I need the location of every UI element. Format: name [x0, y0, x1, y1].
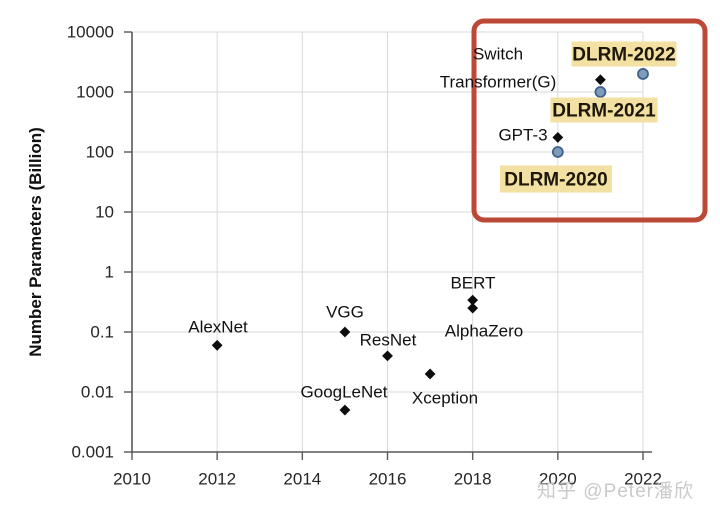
label-bert: BERT [450, 274, 495, 293]
x-tick-label-2018: 2018 [454, 470, 492, 489]
y-tick-label-0.1: 0.1 [90, 323, 114, 342]
y-tick-label-0.001: 0.001 [71, 443, 114, 462]
point-vgg [339, 326, 351, 338]
point-bert [467, 294, 479, 306]
point-switch-transformer-g [595, 74, 606, 86]
point-gpt-3 [552, 132, 564, 143]
x-tick-label-2016: 2016 [369, 470, 407, 489]
watermark: 知乎 @Peter潘欣 [537, 481, 694, 502]
label-bg-dlrm-2021 [550, 97, 658, 123]
label-xception: Xception [412, 389, 478, 408]
label-gpt-3: GPT-3 [498, 126, 547, 145]
y-tick-label-100: 100 [86, 143, 114, 162]
point-alphazero [467, 302, 479, 314]
label-vgg: VGG [326, 303, 364, 322]
x-tick-label-2010: 2010 [113, 470, 151, 489]
point-dlrm-2020 [551, 146, 564, 158]
x-tick-label-2012: 2012 [198, 470, 236, 489]
point-resnet [382, 350, 393, 362]
label-resnet: ResNet [360, 331, 417, 350]
y-tick-label-0.01: 0.01 [81, 383, 114, 402]
label-googlenet: GoogLeNet [301, 383, 388, 402]
label-switch-transformer-g-line2: Transformer(G) [440, 73, 557, 92]
y-axis-title: Number Parameters (Billion) [26, 127, 45, 357]
label-alphazero: AlphaZero [445, 322, 523, 341]
x-tick-label-2022: 2022 [624, 470, 662, 489]
y-tick-label-10000: 10000 [67, 23, 114, 42]
point-dlrm-2022 [637, 68, 649, 80]
y-tick-label-1: 1 [105, 263, 114, 282]
label-switch-transformer-g-line1: Switch [473, 45, 523, 64]
x-tick-label-2020: 2020 [539, 470, 577, 489]
point-dlrm-2021 [594, 86, 607, 98]
y-tick-label-1000: 1000 [76, 83, 114, 102]
x-tick-label-2014: 2014 [283, 470, 321, 489]
label-dlrm-2020: DLRM-2020 [504, 170, 607, 191]
point-xception [424, 368, 436, 380]
label-dlrm-2021: DLRM-2021 [552, 101, 656, 122]
point-googlenet [339, 404, 351, 416]
label-alexnet: AlexNet [188, 318, 248, 337]
label-bg-dlrm-2020 [500, 165, 612, 193]
label-bg-dlrm-2022 [571, 41, 677, 67]
highlight-region-box [471, 18, 708, 223]
y-tick-label-10: 10 [95, 203, 114, 222]
point-alexnet [211, 339, 223, 351]
label-dlrm-2022: DLRM-2022 [572, 45, 675, 66]
